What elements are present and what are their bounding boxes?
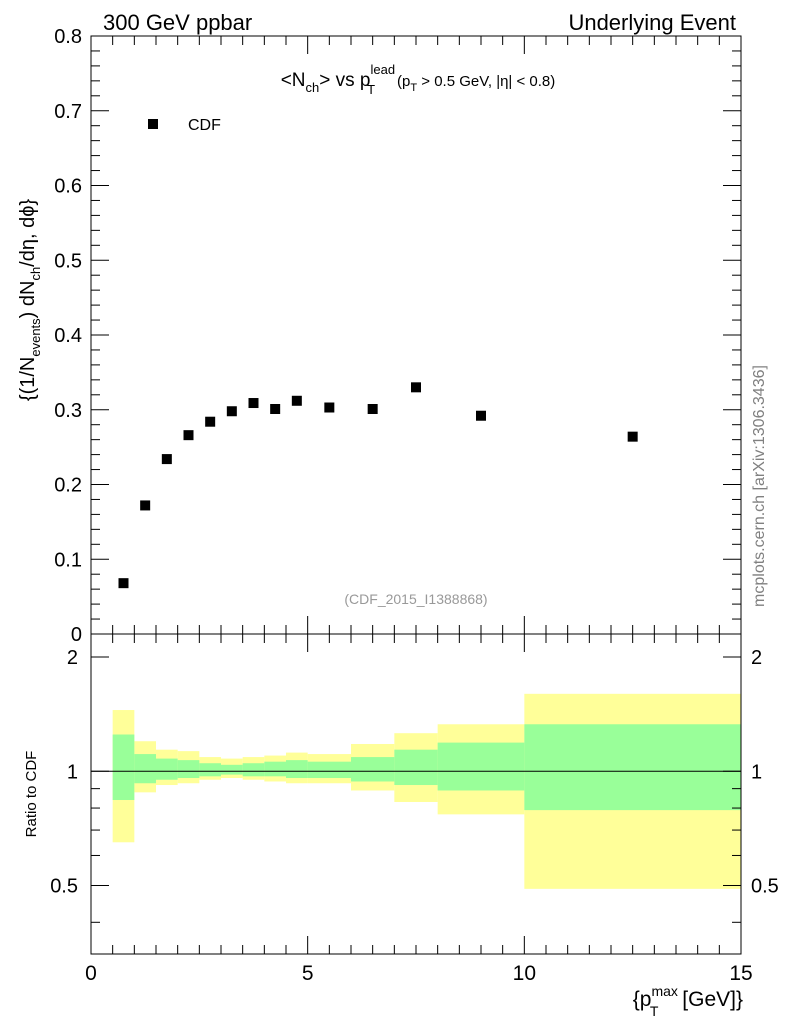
band-inner-bin (242, 763, 265, 777)
y-tick-label: 0.7 (54, 101, 82, 123)
band-inner-bin (199, 763, 221, 777)
data-point (291, 395, 302, 406)
x-tick-label: 0 (85, 962, 97, 985)
y-tick-label: 0.2 (54, 475, 82, 497)
ratio-y-tick-label-right: 1 (751, 761, 762, 783)
data-point (205, 416, 216, 427)
legend-label-cdf: CDF (188, 117, 221, 134)
band-inner-bin (264, 761, 286, 777)
data-point (627, 431, 638, 442)
data-point (270, 404, 281, 415)
ratio-y-tick-label-right: 2 (751, 647, 762, 669)
data-point (411, 382, 421, 393)
data-point (248, 398, 259, 409)
header-right: Underlying Event (568, 10, 736, 35)
band-inner-bin (221, 764, 243, 775)
data-points (118, 382, 638, 589)
plot-title: <Nch> vs plead T (pT > 0.5 GeV, |η| < 0.8) (281, 62, 556, 97)
band-inner-bin (177, 760, 200, 779)
ratio-panel-frame (90, 633, 742, 955)
ratio-panel-ticks: 0.5 0.5 1 1 2 2 0 5 10 15 (50, 634, 779, 985)
header-left: 300 GeV ppbar (103, 10, 252, 35)
data-point (140, 500, 151, 511)
data-point (226, 406, 237, 417)
y-tick-label: 0.6 (54, 176, 82, 198)
ratio-y-axis-label: Ratio to CDF (23, 751, 40, 838)
data-point (183, 430, 194, 441)
band-inner-bin (112, 734, 135, 801)
y-axis-label: {(1/Nevents) dNch/dη, dϕ} (17, 199, 43, 402)
x-tick-label: 5 (302, 962, 314, 985)
y-tick-label: 0.1 (54, 549, 82, 571)
main-panel: 0 0.1 0.2 0.3 0.4 0.5 0.6 0.7 0.8 <Nch> vs plead… (17, 26, 742, 646)
ratio-y-tick-label: 1 (67, 761, 78, 783)
data-point (161, 454, 172, 465)
y-tick-label: 0.3 (54, 400, 82, 422)
data-point (118, 578, 129, 589)
legend-marker-cdf (148, 119, 158, 129)
ratio-band-inner (112, 724, 741, 811)
data-point (324, 402, 335, 413)
x-tick-label: 15 (729, 962, 752, 985)
ratio-y-tick-label: 2 (67, 647, 78, 669)
band-inner-bin (307, 761, 351, 779)
band-inner-bin (394, 749, 438, 786)
y-tick-label: 0.4 (54, 325, 82, 347)
band-inner-bin (524, 724, 741, 811)
main-panel-ticks: 0 0.1 0.2 0.3 0.4 0.5 0.6 0.7 0.8 (54, 26, 742, 646)
band-inner-bin (286, 760, 308, 779)
ratio-y-tick-label-right: 0.5 (751, 876, 779, 898)
band-inner-bin (134, 754, 156, 784)
data-point (476, 410, 486, 421)
watermark: mcplots.cern.ch [arXiv:1306.3436] (751, 365, 768, 607)
band-inner-bin (351, 757, 395, 782)
y-tick-label: 0 (71, 624, 82, 646)
data-point (367, 404, 378, 415)
x-axis-label: {pmax T [GeV]} (633, 983, 743, 1019)
y-tick-label: 0.8 (54, 26, 82, 48)
ratio-panel: 0.5 0.5 1 1 2 2 0 5 10 15 Ratio to CDF {pmax T [Ge… (23, 633, 779, 1019)
y-tick-label: 0.5 (54, 250, 82, 272)
x-tick-label: 10 (513, 962, 536, 985)
analysis-id: (CDF_2015_I1388868) (344, 591, 487, 607)
ratio-y-tick-label: 0.5 (50, 876, 78, 898)
band-inner-bin (437, 742, 525, 791)
band-inner-bin (156, 758, 178, 780)
